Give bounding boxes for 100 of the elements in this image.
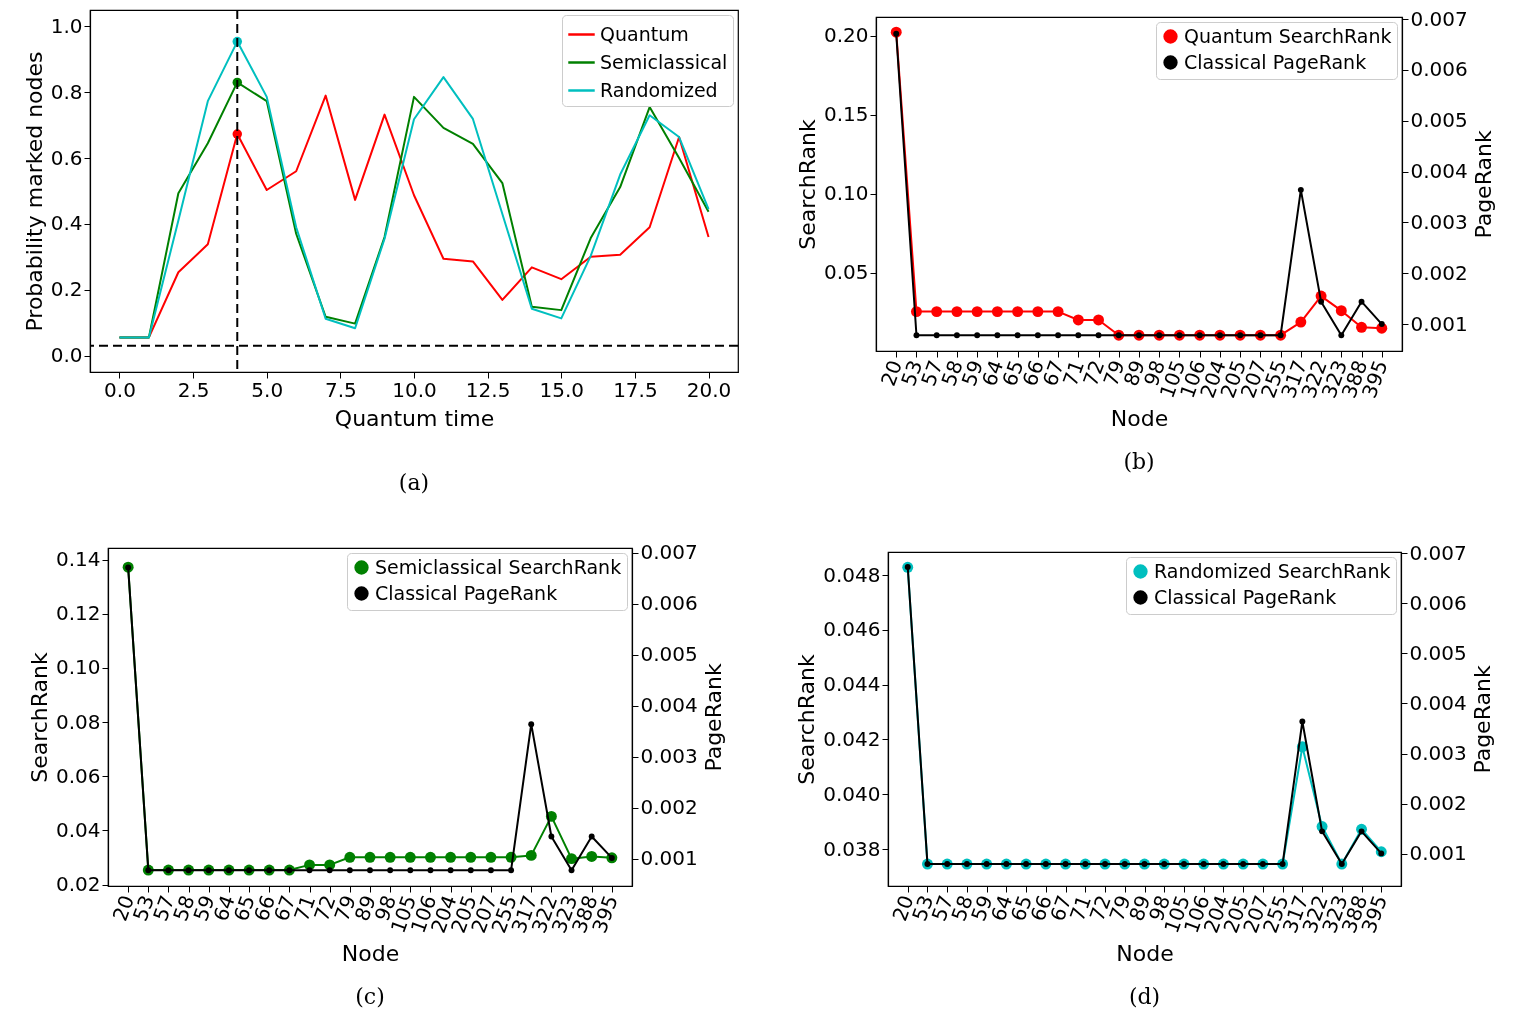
point <box>447 867 454 874</box>
y2-tick-label: 0.006 <box>1410 57 1468 82</box>
point <box>1318 298 1325 305</box>
legend-label: Quantum <box>600 22 689 45</box>
legend-label: Classical PageRank <box>375 581 558 604</box>
point <box>951 306 963 318</box>
point <box>465 851 477 863</box>
legend-label: Quantum SearchRank <box>1184 24 1392 47</box>
legend-label: Classical PageRank <box>1154 585 1337 608</box>
y-tick-label: 0.4 <box>50 211 83 236</box>
point <box>1055 332 1062 339</box>
point <box>326 867 333 874</box>
point <box>991 306 1003 318</box>
point <box>1378 321 1385 328</box>
y-tick-label: 0.10 <box>55 655 101 680</box>
point <box>1095 332 1102 339</box>
x-axis-title: Node <box>1110 405 1169 431</box>
point <box>1014 332 1021 339</box>
point <box>913 332 920 339</box>
legend-label: Randomized <box>600 78 718 101</box>
point <box>1319 828 1326 835</box>
y2-tick-label: 0.007 <box>1409 540 1467 565</box>
point <box>1356 321 1368 333</box>
y-axis-title: SearchRank <box>794 118 820 250</box>
point <box>387 867 394 874</box>
legend-label: Classical PageRank <box>1184 50 1367 73</box>
point <box>931 306 943 318</box>
x-tick-label: 17.5 <box>613 377 658 402</box>
legend-label: Randomized SearchRank <box>1154 559 1391 582</box>
point <box>971 306 983 318</box>
x-axis-title: Node <box>1116 940 1174 966</box>
y-tick-label: 0.14 <box>55 547 101 572</box>
point <box>525 849 537 861</box>
point <box>467 867 474 874</box>
y-tick-label: 0.15 <box>823 102 869 127</box>
y2-tick-label: 0.004 <box>1410 159 1468 184</box>
y-tick-label: 0.08 <box>55 709 101 734</box>
y-tick-label: 0.8 <box>50 79 83 104</box>
point <box>1335 305 1347 317</box>
x-tick-label: 7.5 <box>324 377 357 402</box>
y2-tick-label: 0.002 <box>640 795 698 820</box>
y2-tick-label: 0.006 <box>640 591 698 616</box>
y2-axis-title: PageRank <box>1470 130 1496 239</box>
x-axis-title: Node <box>341 940 400 966</box>
point <box>566 853 578 865</box>
y2-tick-label: 0.004 <box>1409 690 1467 715</box>
point <box>1358 298 1365 305</box>
y-tick-label: 0.048 <box>823 562 881 587</box>
point <box>346 867 353 874</box>
y2-tick-label: 0.002 <box>1410 260 1468 285</box>
point <box>586 851 598 862</box>
point <box>568 867 575 874</box>
legend-label: Semiclassical <box>600 50 728 73</box>
y-axis-title: SearchRank <box>794 653 820 785</box>
y-axis-title: Probability marked nodes <box>21 51 47 332</box>
point <box>487 867 494 874</box>
y-tick-label: 0.038 <box>823 836 881 861</box>
y2-tick-label: 0.007 <box>640 540 698 565</box>
point <box>508 867 515 874</box>
y-axis-title: SearchRank <box>26 651 52 783</box>
point <box>427 867 434 874</box>
y-tick-label: 0.6 <box>50 145 83 170</box>
y2-tick-label: 0.001 <box>640 846 698 871</box>
text: (a) <box>398 470 430 495</box>
y-tick-label: 0.02 <box>55 872 101 897</box>
x-tick-label: 2.5 <box>177 377 210 402</box>
text: (d) <box>1128 984 1161 1009</box>
point <box>1093 314 1105 326</box>
legend-label: Semiclassical SearchRank <box>375 555 622 578</box>
point <box>384 851 396 863</box>
y2-tick-label: 0.005 <box>1410 108 1468 133</box>
y2-tick-label: 0.005 <box>640 642 698 667</box>
x-tick-label: 0.0 <box>104 377 136 402</box>
point <box>1075 332 1082 339</box>
point <box>1297 186 1304 193</box>
y2-tick-label: 0.001 <box>1410 311 1468 336</box>
y-tick-label: 0.05 <box>823 260 869 285</box>
y-tick-label: 0.044 <box>823 672 881 697</box>
y-tick-label: 0.042 <box>823 726 881 751</box>
x-tick-label: 12.5 <box>465 377 511 402</box>
text: (c) <box>355 984 385 1009</box>
point <box>1299 718 1306 725</box>
point <box>445 851 457 863</box>
y2-tick-label: 0.003 <box>1409 741 1467 766</box>
point <box>1052 306 1064 318</box>
point <box>364 851 376 863</box>
point <box>404 851 416 863</box>
point <box>933 332 940 339</box>
point <box>953 332 960 339</box>
y2-tick-label: 0.005 <box>1409 640 1467 665</box>
point <box>1072 314 1084 326</box>
point <box>407 867 414 874</box>
x-tick-label: 5.0 <box>251 377 284 402</box>
point <box>1034 332 1041 339</box>
point <box>306 867 313 874</box>
y-tick-label: 0.040 <box>823 781 881 806</box>
text: (b) <box>1123 449 1155 474</box>
point <box>367 867 373 874</box>
x-tick-label: 20.0 <box>686 377 732 402</box>
point <box>588 833 595 840</box>
